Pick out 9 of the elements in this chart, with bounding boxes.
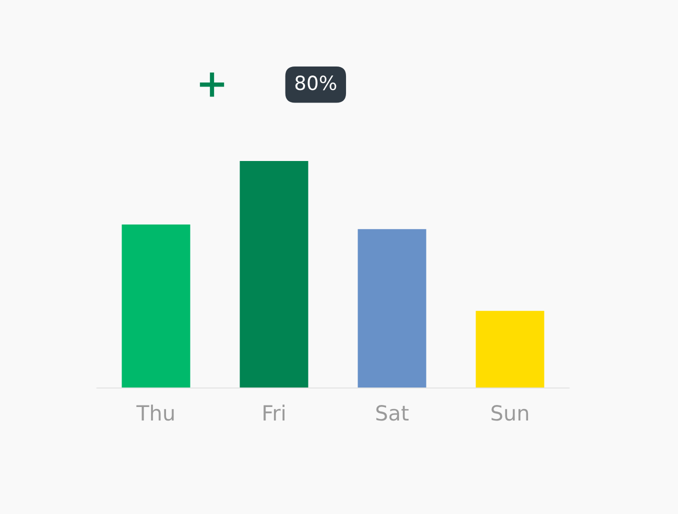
x-tick-label: Sun <box>492 405 528 421</box>
x-tick-label: Sat <box>376 405 409 421</box>
bar <box>476 310 544 388</box>
bar <box>358 229 426 388</box>
bar <box>240 161 308 388</box>
x-tick-label: Thu <box>136 404 174 421</box>
bar <box>122 224 190 388</box>
x-tick-label: Fri <box>264 404 284 420</box>
text: 80% <box>295 76 336 90</box>
